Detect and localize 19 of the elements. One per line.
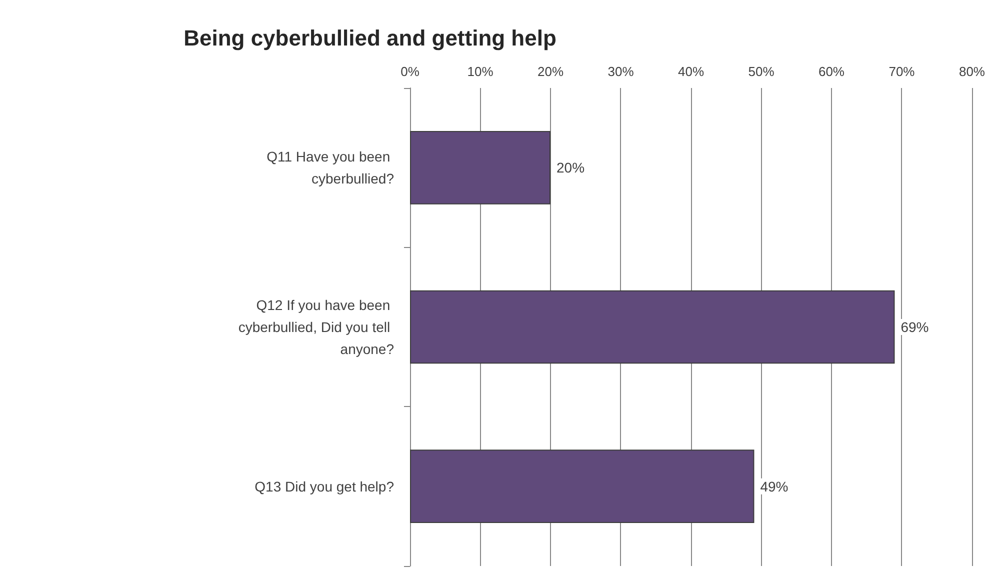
chart-title: Being cyberbullied and getting help xyxy=(184,26,556,50)
x-tick-label: 70% xyxy=(888,64,916,79)
x-tick-label: 0% xyxy=(400,64,420,79)
x-tick-label: 30% xyxy=(608,64,634,79)
x-tick-label: 80% xyxy=(958,64,986,79)
x-tick-label: 10% xyxy=(467,64,494,79)
bar xyxy=(410,131,550,204)
x-tick-label: 50% xyxy=(748,64,775,79)
data-label: 69% xyxy=(900,319,929,335)
data-label: 20% xyxy=(556,160,585,176)
y-tick-label: Q11 Have you been cyberbullied? xyxy=(266,148,394,187)
data-label: 49% xyxy=(760,478,788,494)
y-tick-label: Q13 Did you get help? xyxy=(254,478,394,494)
x-tick-label: 20% xyxy=(537,64,564,79)
x-tick-label: 40% xyxy=(678,64,704,79)
bar xyxy=(410,450,754,523)
bar xyxy=(410,290,895,364)
x-tick-label: 60% xyxy=(818,64,845,79)
y-tick-label: Q12 If you have been cyberbullied, Did you tell anyone? xyxy=(238,297,394,357)
